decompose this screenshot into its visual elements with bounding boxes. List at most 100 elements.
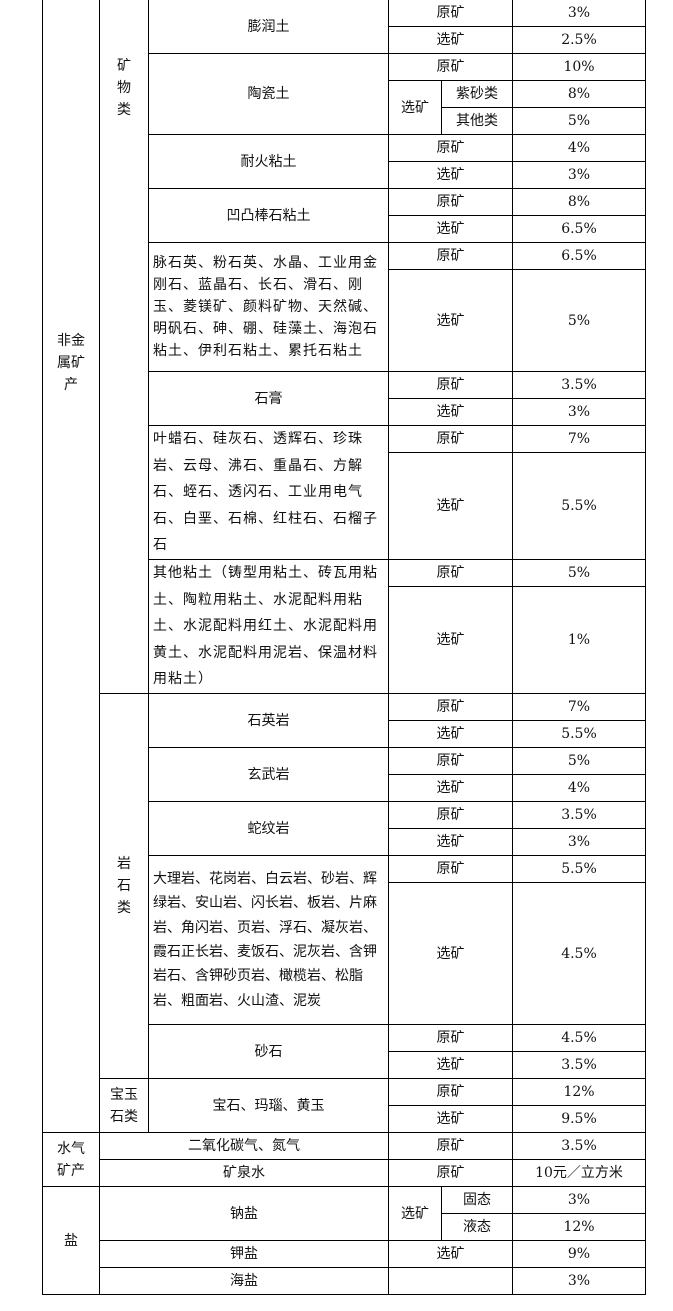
form-raw: 原矿 — [388, 855, 513, 883]
rate: 8% — [512, 80, 646, 108]
form-raw: 原矿 — [388, 747, 513, 775]
table-row: 凹凸棒石粘土 原矿 8% — [43, 188, 646, 243]
table-row: 其他粘土（铸型用粘土、砖瓦用粘土、陶粒用粘土、水泥配料用粘土、水泥配料用红土、水… — [43, 559, 646, 694]
rate: 7% — [512, 693, 646, 721]
rate: 5.5% — [512, 720, 646, 748]
category-water-gas: 水气矿产 — [42, 1132, 100, 1187]
form-dressed: 选矿 — [388, 452, 513, 560]
table-row: 蛇纹岩 原矿 3.5% — [43, 801, 646, 856]
form-raw: 原矿 — [388, 53, 513, 81]
form-dressed: 选矿 — [388, 1105, 513, 1133]
sub-type: 紫砂类 — [441, 80, 513, 108]
rate: 1% — [512, 586, 646, 694]
group-gem: 宝玉石类 — [99, 1078, 149, 1133]
rate: 3.5% — [512, 371, 646, 399]
table-row: 海盐 3% — [43, 1267, 646, 1295]
table-row: 盐 钠盐 选矿 固态 3% — [42, 1186, 646, 1295]
table-row: 选矿 3% — [43, 828, 646, 856]
rate: 9.5% — [512, 1105, 646, 1133]
rate: 3.5% — [512, 1132, 646, 1160]
form-dressed: 选矿 — [388, 774, 513, 802]
form-raw: 原矿 — [388, 371, 513, 399]
rate: 6.5% — [512, 242, 646, 270]
mineral-name: 凹凸棒石粘土 — [148, 188, 389, 243]
table-row: 选矿 4.5% — [43, 882, 646, 1025]
mineral-name: 矿泉水 — [99, 1159, 389, 1187]
mineral-name: 膨润土 — [148, 0, 389, 54]
table-row: 选矿 4% — [43, 774, 646, 802]
rate: 3% — [512, 1186, 646, 1214]
form-raw: 原矿 — [388, 188, 513, 216]
form-raw: 原矿 — [388, 242, 513, 270]
rate: 4.5% — [512, 1024, 646, 1052]
mineral-name: 其他粘土（铸型用粘土、砖瓦用粘土、陶粒用粘土、水泥配料用粘土、水泥配料用红土、水… — [148, 559, 389, 694]
mineral-name: 海盐 — [99, 1267, 389, 1295]
table-row: 岩石类 石英岩 原矿 7% — [43, 693, 646, 1079]
rate: 4% — [512, 774, 646, 802]
table-row: 宝玉石类 宝石、玛瑙、黄玉 原矿 12% — [43, 1078, 646, 1133]
rate: 12% — [512, 1078, 646, 1106]
form-raw: 原矿 — [388, 1078, 513, 1106]
table-row: 脉石英、粉石英、水晶、工业用金刚石、蓝晶石、长石、滑石、刚玉、菱镁矿、颜料矿物、… — [43, 242, 646, 372]
group-rock: 岩石类 — [99, 693, 149, 1079]
table-row: 非金属矿产 矿物类 膨润土 原矿 3% — [42, 0, 646, 1133]
rate: 3.5% — [512, 1051, 646, 1079]
table-row: 钾盐 选矿 9% — [43, 1240, 646, 1268]
rate: 3% — [512, 828, 646, 856]
form-raw: 原矿 — [388, 1132, 513, 1160]
form-raw: 原矿 — [388, 0, 513, 27]
form-raw: 原矿 — [388, 559, 513, 587]
mineral-name: 二氧化碳气、氮气 — [99, 1132, 389, 1160]
rate: 6.5% — [512, 215, 646, 243]
form-raw: 原矿 — [388, 1159, 513, 1187]
rate: 9% — [512, 1240, 646, 1268]
category-salt: 盐 — [42, 1186, 100, 1295]
table-row: 耐火粘土 原矿 4% — [43, 134, 646, 189]
group-mineral: 矿物类 — [99, 0, 149, 694]
form-dressed: 选矿 — [388, 586, 513, 694]
form-dressed: 选矿 — [388, 215, 513, 243]
mineral-name: 钠盐 — [99, 1186, 389, 1241]
form-raw: 原矿 — [388, 693, 513, 721]
form-dressed: 选矿 — [388, 828, 513, 856]
form-dressed: 选矿 — [388, 269, 513, 372]
rate: 5% — [512, 107, 646, 135]
rate: 4% — [512, 134, 646, 162]
form-dressed: 选矿 — [388, 882, 513, 1025]
form-dressed: 选矿 — [388, 161, 513, 189]
table-row: 石膏 原矿 3.5% — [43, 371, 646, 426]
rate: 3.5% — [512, 801, 646, 829]
table-row: 选矿 2.5% — [43, 26, 646, 54]
table-row: 大理岩、花岗岩、白云岩、砂岩、辉绿岩、安山岩、闪长岩、板岩、片麻岩、角闪岩、页岩… — [43, 855, 646, 1025]
rate: 5% — [512, 559, 646, 587]
mineral-name: 叶蜡石、硅灰石、透辉石、珍珠岩、云母、沸石、重晶石、方解石、蛭石、透闪石、工业用… — [148, 425, 389, 560]
form-dressed: 选矿 — [388, 720, 513, 748]
form-dressed: 选矿 — [388, 1240, 513, 1268]
form-raw: 原矿 — [388, 1024, 513, 1052]
category-nonmetal: 非金属矿产 — [42, 0, 100, 1133]
mineral-name: 钾盐 — [99, 1240, 389, 1268]
rate: 10% — [512, 53, 646, 81]
rate: 2.5% — [512, 26, 646, 54]
mineral-name: 玄武岩 — [148, 747, 389, 802]
table-row: 砂石 原矿 4.5% — [43, 1024, 646, 1079]
table-row: 选矿 9.5% — [43, 1105, 646, 1133]
mineral-name: 大理岩、花岗岩、白云岩、砂岩、辉绿岩、安山岩、闪长岩、板岩、片麻岩、角闪岩、页岩… — [148, 855, 389, 1025]
rate: 8% — [512, 188, 646, 216]
resource-tax-rate-table: 非金属矿产 矿物类 膨润土 原矿 3% 选矿 2.5% 陶瓷土 原矿 10% 选矿 紫砂… — [42, 0, 646, 1295]
form-dressed: 选矿 — [388, 1051, 513, 1079]
rate: 12% — [512, 1213, 646, 1241]
form-raw: 原矿 — [388, 134, 513, 162]
table-row: 其他类 5% — [43, 107, 646, 135]
form-raw: 原矿 — [388, 801, 513, 829]
rate: 5.5% — [512, 452, 646, 560]
table-row: 液态 12% — [43, 1213, 646, 1241]
table-row: 矿泉水 原矿 10元／立方米 — [43, 1159, 646, 1187]
form-dressed: 选矿 — [388, 1186, 442, 1241]
rate: 3% — [512, 1267, 646, 1295]
table-row: 选矿 1% — [43, 586, 646, 694]
table-row: 水气矿产 二氧化碳气、氮气 原矿 3.5% — [42, 1132, 646, 1187]
mineral-name: 蛇纹岩 — [148, 801, 389, 856]
rate: 5% — [512, 747, 646, 775]
form-dressed: 选矿 — [388, 80, 442, 135]
